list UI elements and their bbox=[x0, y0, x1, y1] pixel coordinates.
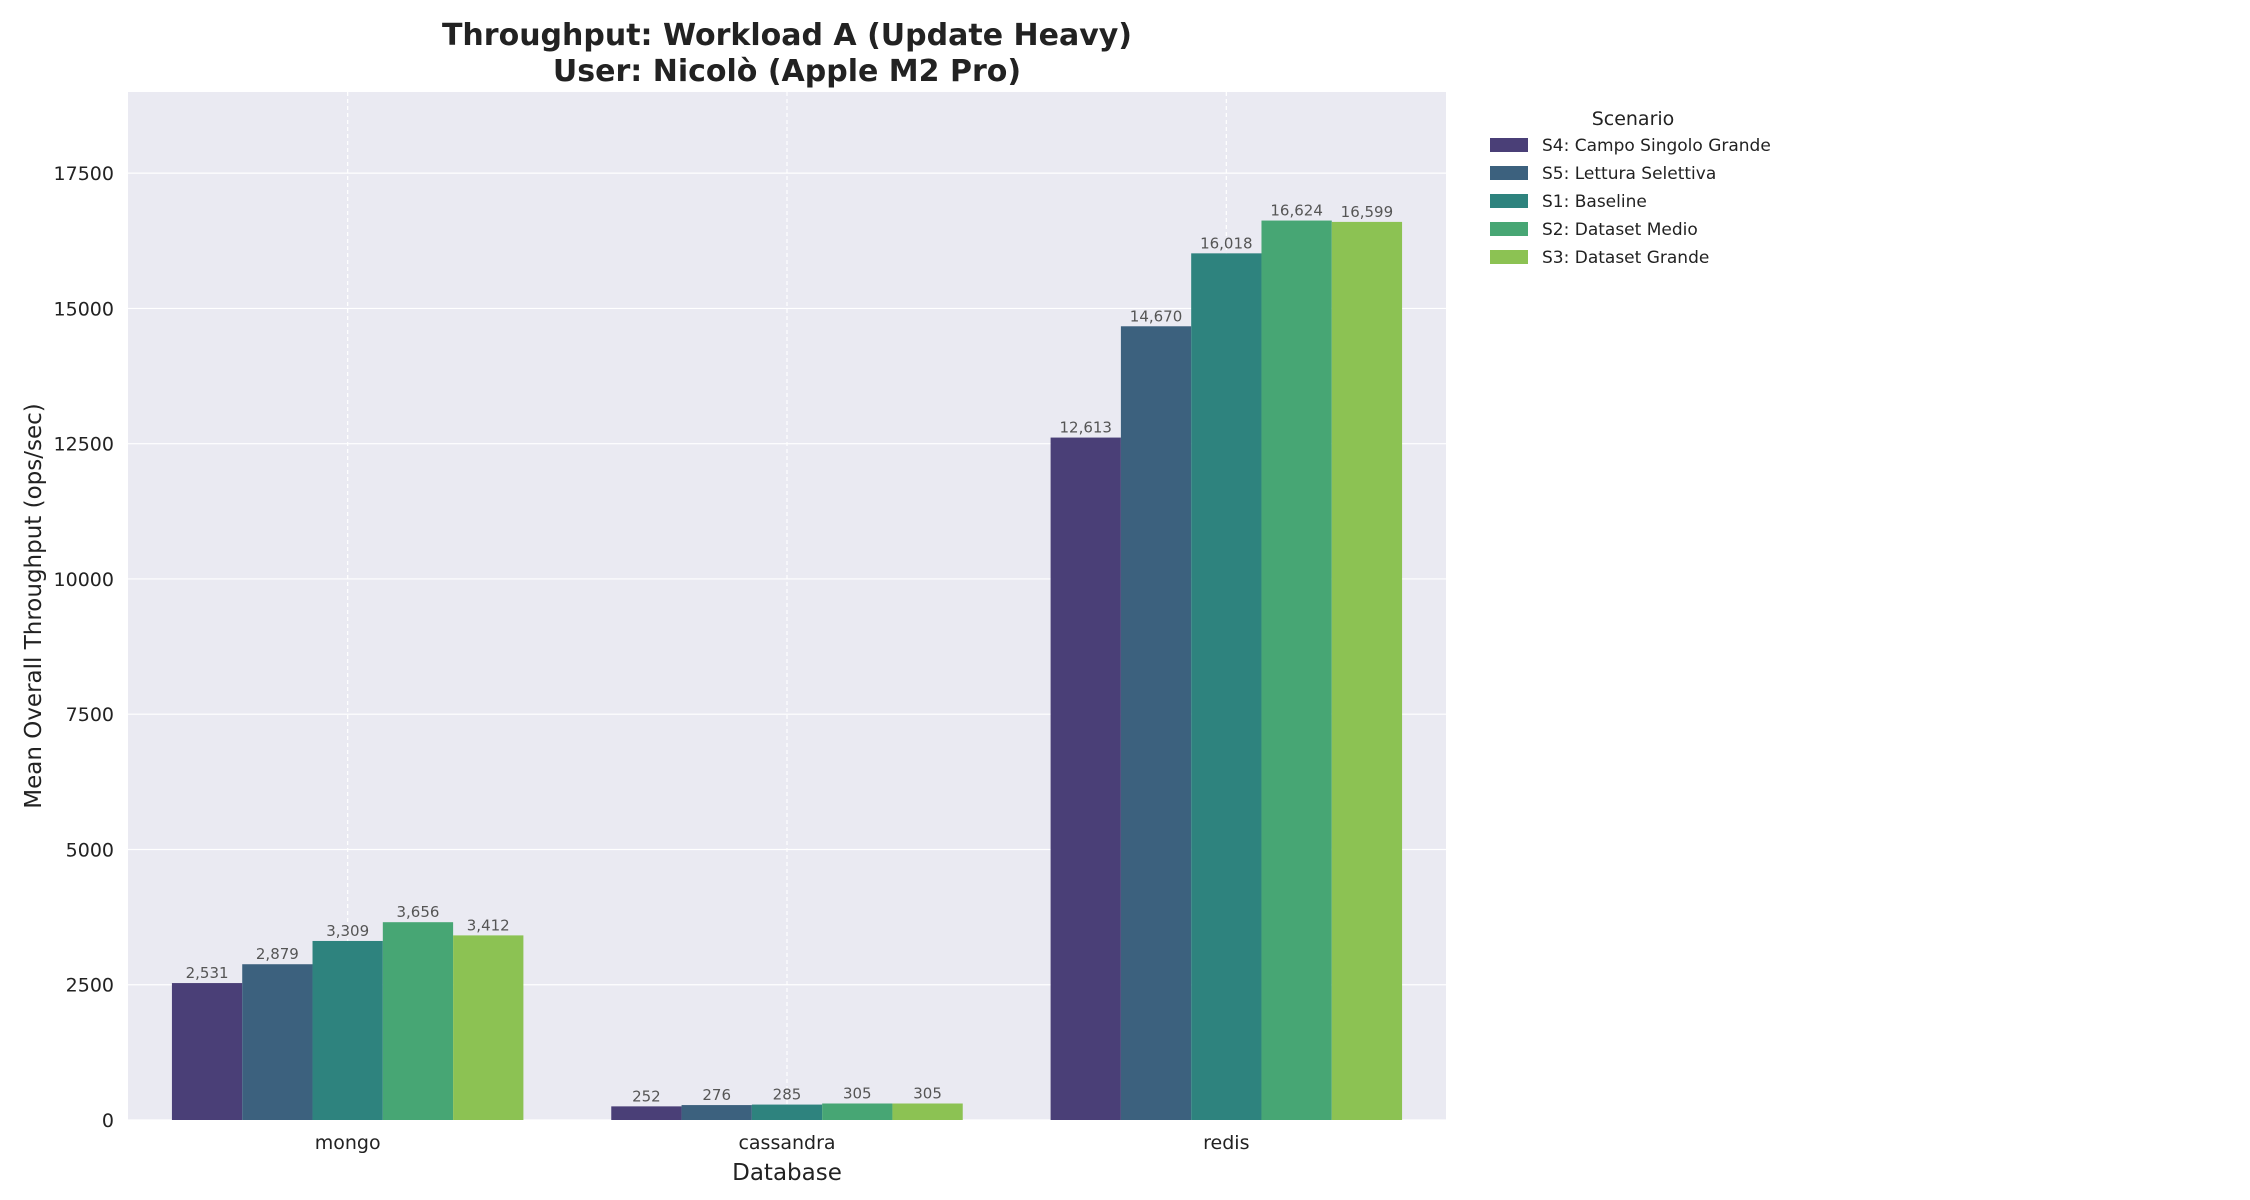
legend-swatch bbox=[1490, 250, 1528, 264]
x-axis-label: Database bbox=[732, 1160, 842, 1186]
bar bbox=[242, 964, 313, 1120]
bar bbox=[171, 983, 243, 1120]
x-tick-label: cassandra bbox=[738, 1132, 835, 1154]
legend-swatch bbox=[1490, 166, 1528, 180]
bar bbox=[382, 922, 454, 1120]
chart-title-line2: User: Nicolò (Apple M2 Pro) bbox=[553, 54, 1021, 89]
bar-value-label: 16,599 bbox=[1341, 203, 1394, 221]
bar bbox=[453, 935, 524, 1120]
y-tick-label: 15000 bbox=[54, 298, 114, 320]
bar-value-label: 16,624 bbox=[1270, 202, 1323, 220]
bar-value-label: 12,613 bbox=[1059, 419, 1112, 437]
x-axis-ticks: mongo cassandra redis bbox=[315, 1132, 1250, 1154]
legend-title: Scenario bbox=[1592, 108, 1675, 130]
x-tick-label: mongo bbox=[315, 1132, 381, 1154]
legend-swatch bbox=[1490, 194, 1528, 208]
legend-swatch bbox=[1490, 138, 1528, 152]
legend-label: S3: Dataset Grande bbox=[1542, 248, 1709, 268]
bar-value-label: 3,309 bbox=[326, 922, 369, 940]
bar-value-label: 14,670 bbox=[1130, 307, 1183, 325]
bar-value-label: 285 bbox=[773, 1086, 802, 1104]
bar bbox=[751, 1104, 823, 1120]
y-tick-label: 10000 bbox=[54, 569, 114, 591]
legend-label: S5: Lettura Selettiva bbox=[1542, 164, 1716, 184]
y-axis-ticks: 0 2500 5000 7500 10000 12500 15000 17500 bbox=[54, 163, 114, 1132]
y-axis-label: Mean Overall Throughput (ops/sec) bbox=[21, 403, 47, 809]
bar bbox=[1261, 220, 1332, 1121]
y-tick-label: 2500 bbox=[66, 975, 114, 997]
bar bbox=[1050, 437, 1121, 1120]
legend-label: S1: Baseline bbox=[1542, 192, 1647, 212]
y-tick-label: 12500 bbox=[54, 434, 114, 456]
bar-value-label: 305 bbox=[913, 1084, 942, 1102]
bar-value-label: 2,531 bbox=[186, 964, 229, 982]
bar bbox=[1120, 326, 1192, 1121]
bar-value-label: 3,412 bbox=[467, 916, 510, 934]
bar bbox=[1331, 221, 1403, 1120]
bar bbox=[611, 1106, 682, 1120]
y-tick-label: 7500 bbox=[66, 704, 114, 726]
bar-value-label: 16,018 bbox=[1200, 234, 1253, 252]
bar-value-label: 276 bbox=[702, 1086, 731, 1104]
chart-title-line1: Throughput: Workload A (Update Heavy) bbox=[442, 18, 1132, 53]
bar-value-label: 252 bbox=[632, 1087, 661, 1105]
bar bbox=[312, 940, 383, 1120]
bar bbox=[1191, 253, 1262, 1120]
bar bbox=[822, 1103, 893, 1120]
y-tick-label: 5000 bbox=[66, 839, 114, 861]
legend: Scenario S4: Campo Singolo Grande S5: Let… bbox=[1490, 108, 1771, 268]
bar-value-label: 3,656 bbox=[396, 903, 439, 921]
data-labels: 2,531 2,879 3,309 3,656 3,412 252 276 285 305 305… bbox=[186, 202, 1394, 1106]
bars bbox=[171, 220, 1403, 1121]
bar bbox=[681, 1105, 752, 1120]
y-tick-label: 0 bbox=[102, 1110, 114, 1132]
y-tick-label: 17500 bbox=[54, 163, 114, 185]
legend-label: S2: Dataset Medio bbox=[1542, 220, 1698, 240]
bar-value-label: 305 bbox=[843, 1084, 872, 1102]
legend-swatch bbox=[1490, 222, 1528, 236]
x-tick-label: redis bbox=[1203, 1132, 1249, 1154]
bar-value-label: 2,879 bbox=[256, 945, 299, 963]
legend-label: S4: Campo Singolo Grande bbox=[1542, 136, 1771, 156]
bar bbox=[892, 1103, 963, 1120]
